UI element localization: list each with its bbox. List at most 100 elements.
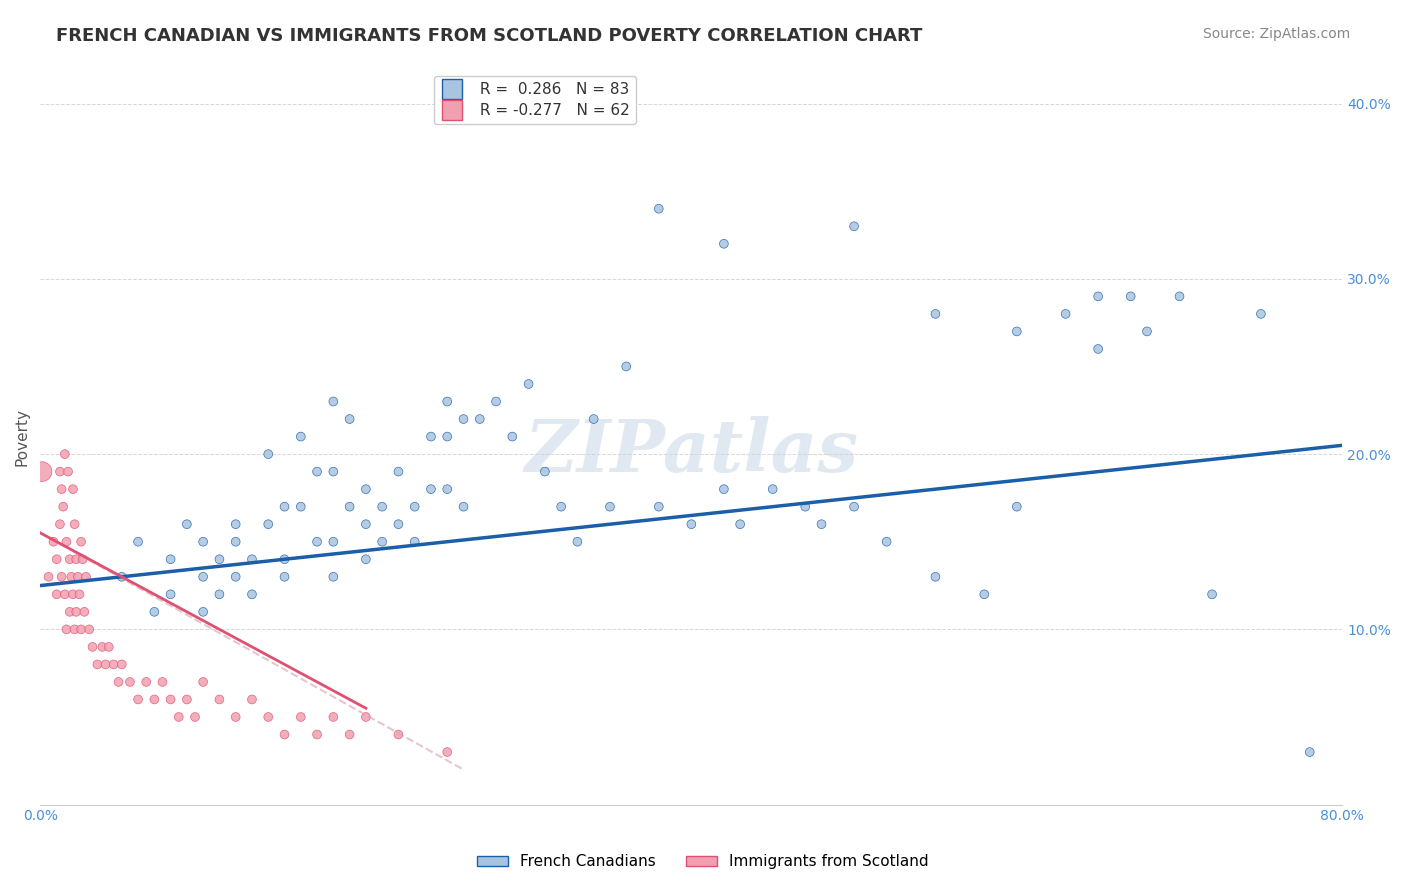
Point <box>436 745 458 759</box>
Point <box>339 727 361 741</box>
Point <box>468 412 491 426</box>
Point <box>159 552 181 566</box>
Point <box>810 517 832 532</box>
Point <box>257 447 280 461</box>
Point <box>56 465 79 479</box>
Point <box>257 710 280 724</box>
Point <box>1119 289 1142 303</box>
Point <box>453 500 475 514</box>
Point <box>582 412 605 426</box>
Point <box>31 465 53 479</box>
Point <box>38 570 60 584</box>
Point <box>225 570 247 584</box>
Point <box>159 692 181 706</box>
Point <box>794 500 817 514</box>
Point <box>65 552 87 566</box>
Point <box>273 570 295 584</box>
Point <box>387 727 409 741</box>
Point <box>82 640 104 654</box>
Point <box>75 570 97 584</box>
Point <box>65 605 87 619</box>
Point <box>225 534 247 549</box>
Text: ZIPatlas: ZIPatlas <box>524 416 859 487</box>
Point <box>70 534 93 549</box>
Y-axis label: Poverty: Poverty <box>15 408 30 466</box>
Point <box>63 517 86 532</box>
Point <box>208 587 231 601</box>
Point <box>208 552 231 566</box>
Point <box>176 692 198 706</box>
Point <box>225 517 247 532</box>
Point <box>876 534 898 549</box>
Point <box>387 517 409 532</box>
Point <box>354 482 377 496</box>
Point <box>91 640 114 654</box>
Point <box>273 500 295 514</box>
Point <box>842 500 865 514</box>
Point <box>290 429 312 443</box>
Point <box>1136 325 1159 339</box>
Point <box>53 587 76 601</box>
Point <box>322 534 344 549</box>
Point <box>208 692 231 706</box>
Point <box>55 623 77 637</box>
Point <box>924 570 946 584</box>
Point <box>59 552 82 566</box>
Point <box>51 570 73 584</box>
Point <box>225 710 247 724</box>
Point <box>322 710 344 724</box>
Point <box>842 219 865 234</box>
Point <box>62 587 84 601</box>
Point <box>77 623 100 637</box>
Point <box>135 675 157 690</box>
Point <box>567 534 589 549</box>
Point <box>517 376 540 391</box>
Point <box>453 412 475 426</box>
Point <box>713 482 735 496</box>
Point <box>45 552 67 566</box>
Point <box>240 587 263 601</box>
Point <box>501 429 523 443</box>
Legend: French Canadians, Immigrants from Scotland: French Canadians, Immigrants from Scotla… <box>471 848 935 875</box>
Point <box>52 500 75 514</box>
Point <box>371 500 394 514</box>
Point <box>273 727 295 741</box>
Point <box>1005 325 1028 339</box>
Point <box>167 710 190 724</box>
Point <box>436 394 458 409</box>
Point <box>436 429 458 443</box>
Point <box>51 482 73 496</box>
Point <box>614 359 637 374</box>
Point <box>1299 745 1322 759</box>
Point <box>371 534 394 549</box>
Point <box>713 236 735 251</box>
Point <box>290 710 312 724</box>
Point <box>387 465 409 479</box>
Point <box>127 692 149 706</box>
Text: FRENCH CANADIAN VS IMMIGRANTS FROM SCOTLAND POVERTY CORRELATION CHART: FRENCH CANADIAN VS IMMIGRANTS FROM SCOTL… <box>56 27 922 45</box>
Point <box>322 394 344 409</box>
Point <box>240 692 263 706</box>
Point <box>436 482 458 496</box>
Point <box>72 552 94 566</box>
Point <box>240 552 263 566</box>
Point <box>127 534 149 549</box>
Point <box>86 657 108 672</box>
Point <box>1250 307 1272 321</box>
Point <box>45 587 67 601</box>
Legend:  R =  0.286   N = 83,  R = -0.277   N = 62: R = 0.286 N = 83, R = -0.277 N = 62 <box>434 76 636 125</box>
Point <box>66 570 89 584</box>
Point <box>354 517 377 532</box>
Point <box>111 570 134 584</box>
Point <box>97 640 120 654</box>
Point <box>307 727 329 741</box>
Point <box>42 534 65 549</box>
Point <box>322 570 344 584</box>
Point <box>191 570 214 584</box>
Point <box>191 605 214 619</box>
Point <box>184 710 207 724</box>
Point <box>49 517 72 532</box>
Point <box>176 517 198 532</box>
Point <box>1168 289 1191 303</box>
Point <box>70 623 93 637</box>
